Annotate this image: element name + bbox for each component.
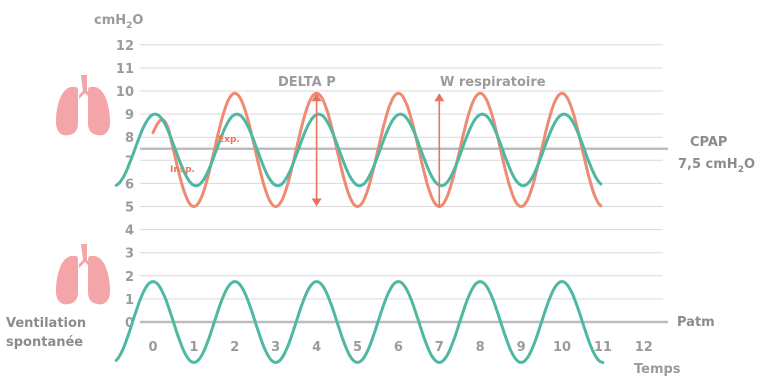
ventilation-label-line1: Ventilation (6, 316, 86, 331)
x-tick-label: 6 (394, 340, 403, 355)
series-line-1 (114, 112, 603, 188)
exp-label: Exp. (218, 135, 240, 145)
delta-p-label: DELTA P (278, 75, 336, 90)
x-tick-label: 5 (353, 340, 362, 355)
insp-label: Insp. (170, 165, 195, 175)
annotation-arrowhead-down-0 (311, 198, 322, 207)
cpap-label: CPAP (690, 135, 727, 150)
series-line-2 (114, 280, 605, 364)
patm-label: Patm (677, 315, 715, 330)
x-tick-label: 12 (635, 340, 653, 355)
grid (140, 44, 663, 300)
y-tick-label: 9 (125, 108, 134, 123)
x-axis-label: Temps (634, 362, 681, 377)
lungs-icon (55, 75, 111, 136)
annotation-arrowhead-up-0 (311, 93, 322, 102)
y-axis-label: cmH2O (94, 13, 143, 31)
x-tick-label: 4 (312, 340, 321, 355)
x-tick-label: 11 (594, 340, 612, 355)
y-tick-label: 3 (125, 247, 134, 262)
x-tick-label: 0 (148, 340, 157, 355)
cpap-value-label: 7,5 cmH2O (678, 157, 755, 175)
y-tick-label: 12 (116, 39, 134, 54)
x-tick-label: 2 (230, 340, 239, 355)
y-tick-label: 8 (125, 131, 134, 146)
y-tick-label: 4 (125, 224, 134, 239)
y-tick-label: 0 (125, 316, 134, 331)
x-tick-label: 3 (271, 340, 280, 355)
y-tick-label: 11 (116, 62, 134, 77)
x-tick-label: 7 (435, 340, 444, 355)
ventilation-label-line2: spontanée (6, 335, 83, 350)
w-respiratoire-label: W respiratoire (440, 75, 546, 90)
lungs-icon (55, 244, 111, 305)
y-tick-label: 2 (125, 270, 134, 285)
reference-lines (140, 147, 668, 324)
y-tick-label: 5 (125, 201, 134, 216)
x-tick-label: 8 (476, 340, 485, 355)
annotation-arrowhead-up-1 (434, 93, 445, 102)
series (114, 91, 605, 364)
x-tick-label: 1 (189, 340, 198, 355)
annotation-arrows (311, 93, 445, 207)
y-tick-label: 10 (116, 85, 134, 100)
x-tick-label: 10 (553, 340, 571, 355)
y-tick-label: 1 (125, 293, 134, 308)
x-tick-label: 9 (517, 340, 526, 355)
y-tick-label: 6 (125, 177, 134, 192)
